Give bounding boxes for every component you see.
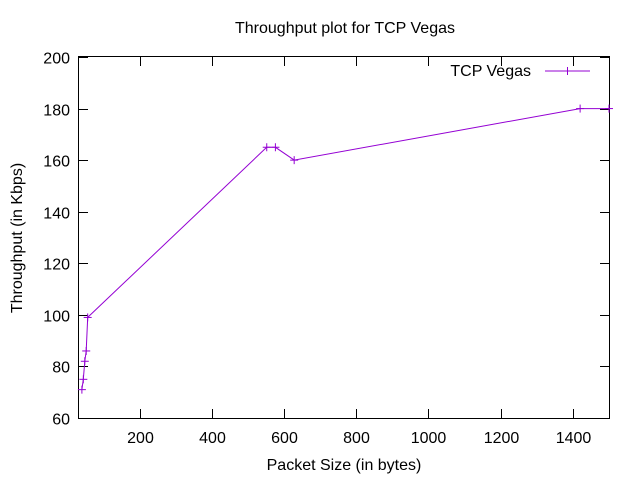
x-tick-label: 400 (199, 430, 226, 447)
series-line (81, 108, 609, 390)
x-axis: 200 400 600 800 1000 1200 1400 (127, 57, 591, 447)
legend: TCP Vegas (450, 63, 590, 80)
x-tick-label: 1400 (556, 430, 592, 447)
y-tick-label: 200 (43, 51, 70, 68)
y-tick-label: 120 (43, 257, 70, 274)
y-tick-label: 80 (52, 360, 70, 377)
legend-sample (545, 67, 590, 75)
data-point (83, 313, 92, 322)
data-point (80, 357, 89, 366)
y-tick-label: 180 (43, 103, 70, 120)
y-tick-label: 160 (43, 154, 70, 171)
y-axis: 60 80 100 120 140 160 180 200 (43, 51, 609, 429)
x-tick-label: 600 (271, 430, 298, 447)
x-tick-label: 200 (127, 430, 154, 447)
legend-label: TCP Vegas (450, 63, 531, 80)
data-point (82, 346, 91, 355)
y-tick-label: 100 (43, 309, 70, 326)
data-point (290, 156, 299, 165)
data-point (77, 385, 86, 394)
data-point (271, 143, 280, 152)
plot-border (78, 56, 610, 419)
series-layer (77, 104, 613, 394)
chart-title: Throughput plot for TCP Vegas (235, 20, 455, 37)
x-tick-label: 1000 (411, 430, 447, 447)
data-point (79, 375, 88, 384)
y-axis-label: Throughput (in Kbps) (9, 163, 26, 313)
data-point (262, 143, 271, 152)
y-tick-label: 60 (52, 412, 70, 429)
y-tick-label: 140 (43, 206, 70, 223)
legend-marker (563, 67, 572, 75)
data-point (605, 104, 613, 113)
x-axis-label: Packet Size (in bytes) (267, 457, 422, 474)
data-point (576, 104, 585, 113)
x-tick-label: 800 (343, 430, 370, 447)
x-tick-label: 1200 (484, 430, 520, 447)
